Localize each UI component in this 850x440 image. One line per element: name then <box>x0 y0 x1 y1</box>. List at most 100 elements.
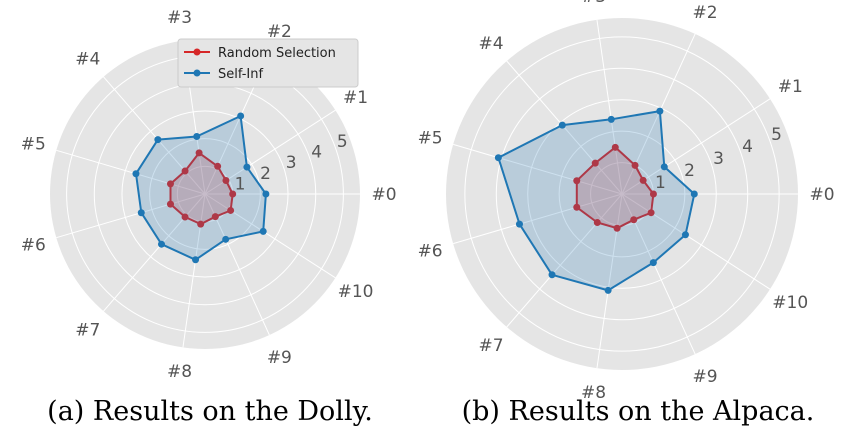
radial-tick-label: 4 <box>311 143 322 163</box>
axis-label: #1 <box>778 77 803 97</box>
series-random-selection-point <box>593 219 601 227</box>
axis-label: #4 <box>478 34 503 54</box>
series-self-inf-point <box>262 190 270 198</box>
series-self-inf-area <box>497 110 696 292</box>
series-self-inf-point <box>137 209 145 217</box>
legend-marker-random <box>193 48 201 56</box>
series-random-selection-point <box>227 206 235 214</box>
series-random-selection-point <box>630 216 638 224</box>
axis-label: #0 <box>371 185 396 205</box>
series-self-inf-point <box>494 154 502 162</box>
radial-tick-label: 2 <box>684 161 695 181</box>
legend-marker-selfinf <box>193 69 201 77</box>
axis-label: #6 <box>418 241 443 261</box>
series-random-selection-point <box>613 224 621 232</box>
axis-label: #6 <box>21 235 46 255</box>
axis-label: #2 <box>267 22 292 42</box>
series-random-selection-point <box>181 213 189 221</box>
radial-tick-label: 4 <box>742 137 753 157</box>
radial-tick-label: 5 <box>771 125 782 145</box>
legend-label-selfinf: Self-Inf <box>218 67 263 82</box>
series-random-selection-point <box>222 177 230 185</box>
series-random-selection-point <box>611 143 619 151</box>
series-random-selection-point <box>195 149 203 157</box>
series-random-selection-point <box>591 159 599 167</box>
axis-label: #9 <box>267 348 292 368</box>
caption-alpaca: (b) Results on the Alpaca. <box>462 396 815 427</box>
series-random-selection-point <box>573 203 581 211</box>
radar-spoke <box>621 98 771 195</box>
axis-label: #8 <box>581 383 606 403</box>
radar-spoke <box>103 76 206 195</box>
series-random-selection-point <box>181 167 189 175</box>
series-self-inf-point <box>157 240 165 248</box>
series-self-inf-point <box>656 107 664 115</box>
radar-spoke <box>182 193 206 348</box>
series-self-inf-point <box>259 227 267 235</box>
axis-label: #10 <box>772 293 808 313</box>
series-random-selection-point <box>211 213 219 221</box>
radar-spoke <box>596 193 623 369</box>
radar-series <box>132 112 270 264</box>
series-self-inf-point <box>607 115 615 123</box>
axis-label: #5 <box>21 135 46 155</box>
axis-label: #9 <box>693 367 718 387</box>
series-random-selection-point <box>197 220 205 228</box>
radial-tick-label: 1 <box>235 174 246 194</box>
series-self-inf-point <box>222 235 230 243</box>
series-random-selection-point <box>649 190 657 198</box>
radar-spoke <box>103 193 206 312</box>
series-self-inf-point <box>649 259 657 267</box>
series-random-selection-point <box>631 161 639 169</box>
legend-box <box>177 38 359 88</box>
series-random-selection-point <box>166 200 174 208</box>
axis-label: #0 <box>809 185 834 205</box>
legend: Random Selection Self-Inf <box>177 38 359 88</box>
series-self-inf-point <box>690 190 698 198</box>
series-self-inf-point <box>681 231 689 239</box>
axis-label: #7 <box>478 336 503 356</box>
series-self-inf-point <box>243 163 251 171</box>
axis-label: #3 <box>167 8 192 28</box>
series-random-selection-point <box>214 162 222 170</box>
radar-spoke <box>452 143 623 195</box>
axis-label: #10 <box>338 282 374 302</box>
radar-axis-labels: #0 #1 #2 #3 #4 #5 #6 #7 #8 #9 #10 <box>21 8 397 382</box>
axis-label: #1 <box>343 88 368 108</box>
radar-series <box>494 107 698 294</box>
series-self-inf-point <box>660 163 668 171</box>
radar-spoke <box>204 193 336 279</box>
series-random-selection-point <box>166 180 174 188</box>
axis-label: #5 <box>418 129 443 149</box>
series-self-inf-point <box>604 286 612 294</box>
radial-tick-label: 1 <box>655 173 666 193</box>
series-self-inf-point <box>515 220 523 228</box>
caption-dolly: (a) Results on the Dolly. <box>47 396 373 427</box>
series-self-inf-point <box>548 271 556 279</box>
series-self-inf-point <box>132 170 140 178</box>
series-self-inf-point <box>237 112 245 120</box>
radar-spoke <box>452 193 623 245</box>
radar-spoke <box>56 149 206 195</box>
series-self-inf-point <box>154 136 162 144</box>
series-random-selection-point <box>229 190 237 198</box>
radial-tick-label: 2 <box>260 164 271 184</box>
radar-axis-labels: #0 #1 #2 #3 #4 #5 #6 #7 #8 #9 #10 <box>418 0 835 403</box>
radar-spoke <box>56 193 206 239</box>
radial-tick-label: 3 <box>286 153 297 173</box>
axis-label: #8 <box>167 362 192 382</box>
axis-label: #7 <box>75 320 100 340</box>
series-random-selection-point <box>639 176 647 184</box>
series-self-inf-point <box>193 132 201 140</box>
series-random-selection-point <box>647 209 655 217</box>
series-self-inf-point <box>558 121 566 129</box>
radial-tick-label: 3 <box>713 149 724 169</box>
radar-spoke <box>596 19 623 195</box>
radial-tick-label: 5 <box>337 132 348 152</box>
series-self-inf-area <box>135 115 267 261</box>
radar-spoke <box>621 193 771 290</box>
